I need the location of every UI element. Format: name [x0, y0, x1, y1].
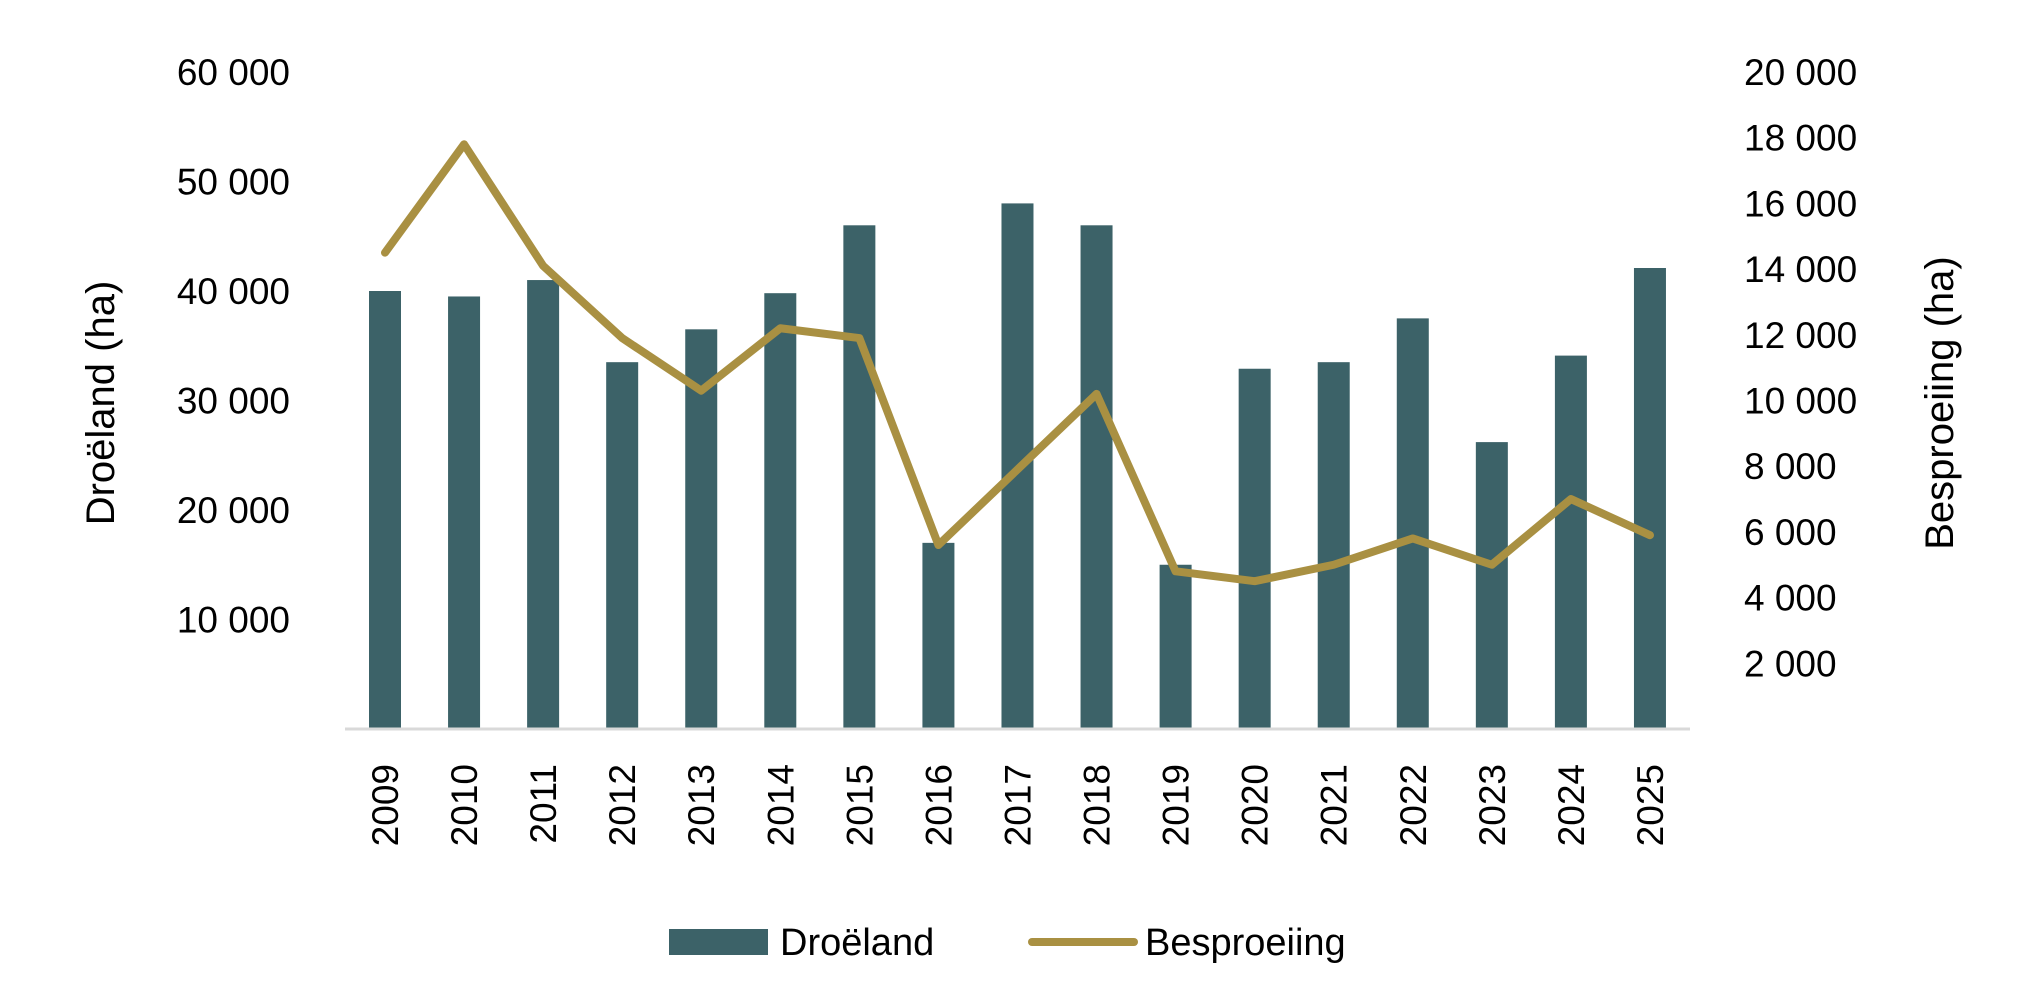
- legend-label-besproeiing: Besproeiing: [1145, 922, 1346, 964]
- x-tick-label: 2013: [681, 764, 722, 846]
- x-tick-label: 2015: [839, 764, 880, 846]
- left-tick-label: 10 000: [177, 600, 290, 641]
- bar-2019: [1160, 565, 1192, 729]
- x-tick-label: 2020: [1235, 764, 1276, 846]
- right-tick-label: 6 000: [1744, 512, 1837, 553]
- bar-2018: [1081, 225, 1113, 729]
- right-tick-label: 12 000: [1744, 315, 1857, 356]
- x-tick-label: 2021: [1314, 764, 1355, 846]
- bar-2009: [369, 291, 401, 729]
- right-tick-label: 14 000: [1744, 249, 1857, 290]
- x-tick-label: 2023: [1472, 764, 1513, 846]
- x-tick-label: 2025: [1630, 764, 1671, 846]
- right-tick-label: 20 000: [1744, 52, 1857, 93]
- right-axis-title: Besproeiing (ha): [1918, 256, 1962, 550]
- right-tick-label: 16 000: [1744, 183, 1857, 224]
- left-tick-label: 30 000: [177, 381, 290, 422]
- bar-2015: [843, 225, 875, 729]
- x-tick-label: 2010: [444, 764, 485, 846]
- legend-label-droeland: Droëland: [780, 922, 934, 964]
- bar-2012: [606, 362, 638, 729]
- legend: Droëland Besproeiing: [669, 922, 1346, 964]
- bar-2022: [1397, 318, 1429, 729]
- x-tick-label: 2022: [1393, 764, 1434, 846]
- legend-swatch-droeland: [669, 929, 768, 955]
- left-tick-label: 20 000: [177, 490, 290, 531]
- bar-2016: [922, 543, 954, 729]
- x-tick-label: 2012: [602, 764, 643, 846]
- right-tick-label: 2 000: [1744, 643, 1837, 684]
- x-tick-label: 2009: [365, 764, 406, 846]
- x-tick-label: 2024: [1551, 764, 1592, 846]
- right-tick-label: 4 000: [1744, 578, 1837, 619]
- x-tick-label: 2014: [760, 764, 801, 846]
- right-tick-label: 10 000: [1744, 381, 1857, 422]
- bar-2025: [1634, 268, 1666, 729]
- left-tick-label: 40 000: [177, 271, 290, 312]
- bar-2010: [448, 296, 480, 729]
- bar-2014: [764, 293, 796, 729]
- x-tick-label: 2018: [1077, 764, 1118, 846]
- bar-2023: [1476, 442, 1508, 729]
- bar-2024: [1555, 356, 1587, 729]
- left-tick-label: 60 000: [177, 52, 290, 93]
- left-axis-title: Droëland (ha): [79, 281, 123, 526]
- left-tick-label: 50 000: [177, 162, 290, 203]
- right-tick-label: 18 000: [1744, 118, 1857, 159]
- left-axis-ticks: 10 000 20 000 30 000 40 000 50 000 60 000: [177, 52, 290, 641]
- bar-2021: [1318, 362, 1350, 729]
- right-axis-ticks: 2 000 4 000 6 000 8 000 10 000 12 000 14 000 16…: [1744, 52, 1857, 684]
- bar-2011: [527, 280, 559, 729]
- x-tick-label: 2019: [1156, 764, 1197, 846]
- right-tick-label: 8 000: [1744, 446, 1837, 487]
- x-tick-label: 2017: [997, 764, 1038, 846]
- x-tick-label: 2011: [523, 764, 564, 844]
- x-tick-label: 2016: [918, 764, 959, 846]
- bar-2020: [1239, 369, 1271, 729]
- x-axis-ticks: 2009 2010 2011 2012 2013 2014 2015 2016 2017 2018…: [365, 764, 1671, 846]
